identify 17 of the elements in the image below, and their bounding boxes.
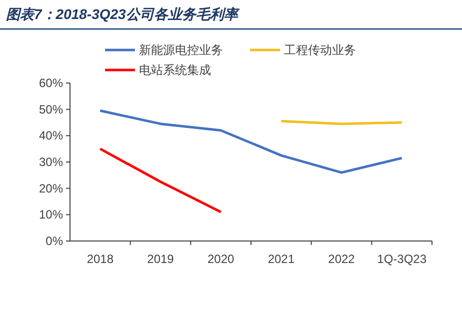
x-tick-label: 2022	[328, 252, 356, 266]
y-tick-label: 50%	[38, 102, 64, 116]
x-tick-label: 2020	[207, 252, 235, 266]
x-tick-label: 1Q-3Q23	[377, 252, 427, 266]
x-tick-label: 2018	[86, 252, 114, 266]
x-tick-label: 2021	[268, 252, 295, 266]
y-tick-label: 40%	[38, 128, 64, 143]
title: 图表7：2018-3Q23公司各业务毛利率	[6, 6, 238, 22]
legend-label: 工程传动业务	[284, 43, 356, 57]
legend-label: 新能源电控业务	[139, 43, 223, 57]
y-tick-label: 60%	[38, 76, 64, 90]
legend-label: 电站系统集成	[139, 63, 211, 77]
y-tick-label: 20%	[38, 181, 64, 196]
x-tick-label: 2019	[147, 252, 174, 266]
y-tick-label: 30%	[38, 155, 64, 169]
y-tick-label: 0%	[46, 234, 64, 248]
y-tick-label: 10%	[38, 208, 64, 222]
